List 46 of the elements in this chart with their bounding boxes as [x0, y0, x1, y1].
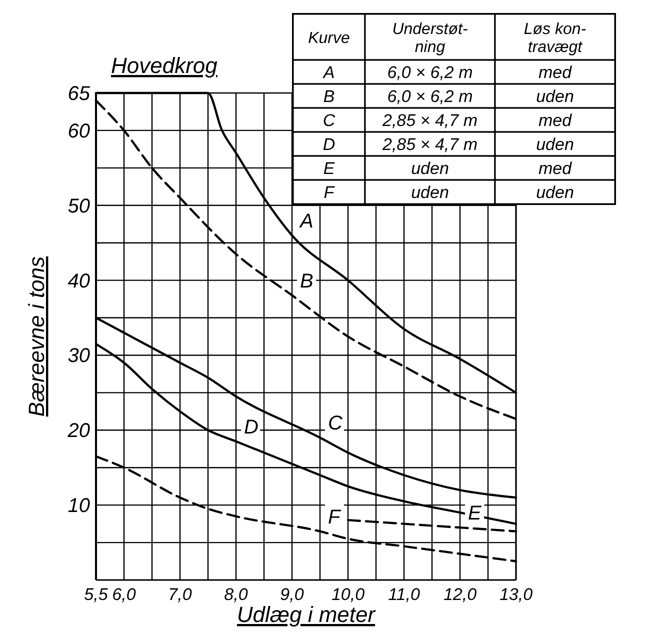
y-tick-label: 40	[68, 270, 90, 292]
text: A	[323, 63, 335, 82]
y-tick-label: 50	[68, 195, 90, 218]
annotation: D	[322, 135, 336, 154]
annotation: E	[323, 159, 336, 178]
annotation: F	[324, 183, 336, 202]
y-tick-label: 20	[66, 420, 90, 442]
x-axis-title: Udlæg i meter	[236, 602, 377, 627]
series-label: F	[328, 506, 342, 528]
text: med	[538, 63, 572, 82]
legend-label: A	[299, 210, 314, 232]
y-tick-label: 30	[68, 345, 90, 368]
x-tick-label: 9,0	[280, 585, 304, 604]
x-tick-label: 11,0	[388, 585, 420, 604]
x-tick-label: 8,0	[224, 585, 248, 604]
text: Løs kon- travægt	[524, 21, 586, 56]
annotation: uden	[411, 183, 449, 202]
annotation: 2,85 × 4,7 m	[382, 111, 478, 130]
text: 6,0 × 6,2 m	[387, 63, 473, 82]
x-tick-label: 6,0	[112, 585, 136, 604]
x-tick-label: 10,0	[331, 585, 366, 604]
y-axis-title: Bæreevne i tons	[24, 256, 49, 417]
y-tick-label: 10	[68, 495, 90, 518]
x-tick-label: 7,0	[168, 585, 192, 604]
series-label: D	[244, 416, 258, 438]
y-tick-label: 65	[68, 83, 91, 105]
annotation: B	[323, 87, 335, 106]
text: uden	[536, 135, 574, 154]
x-tick-label: 12,0	[443, 585, 478, 604]
annotation: C	[322, 111, 336, 130]
text: uden	[536, 87, 574, 106]
chart-title: Hovedkrog	[111, 53, 218, 78]
x-tick-label: 13,0	[499, 585, 534, 604]
annotation: uden	[411, 159, 449, 178]
text: uden	[536, 183, 574, 202]
y-tick-label: 60	[68, 120, 90, 142]
x-tick-label: 5,5	[84, 585, 108, 604]
text: med	[538, 159, 572, 178]
annotation: 6,0 × 6,2 m	[387, 87, 473, 106]
series-label: B	[300, 270, 314, 292]
text: Understøt- ning	[392, 21, 468, 56]
series-label: E	[468, 502, 482, 525]
text: med	[538, 111, 572, 130]
text: Kurve	[308, 30, 350, 47]
series-label: C	[328, 412, 343, 435]
annotation: 2,85 × 4,7 m	[382, 135, 478, 154]
